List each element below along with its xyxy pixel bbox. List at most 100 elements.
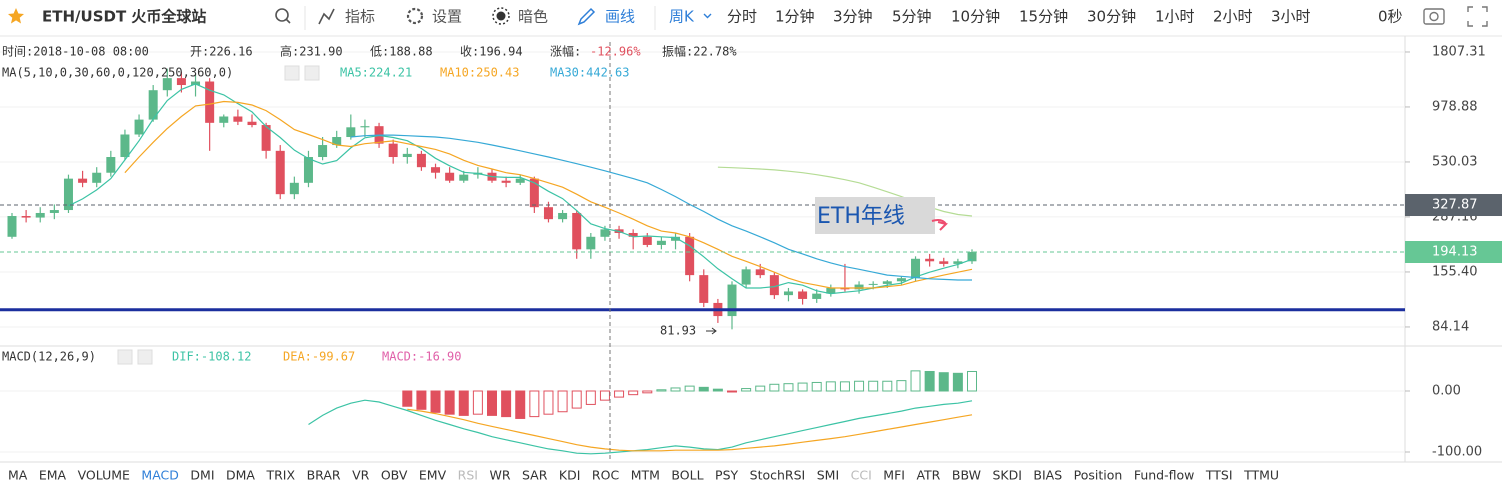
fullscreen-icon[interactable]	[1467, 6, 1488, 27]
candle-body	[628, 232, 638, 237]
candle-body	[600, 229, 610, 237]
candle-body	[233, 116, 243, 122]
indicator-tab[interactable]: EMV	[419, 468, 447, 480]
candle-body	[783, 291, 793, 296]
indicator-tab[interactable]: TTSI	[1205, 468, 1233, 480]
indicator-tab[interactable]: StochRSI	[750, 468, 806, 480]
macd-bar	[755, 385, 766, 392]
macd-bar	[952, 372, 963, 392]
price-marker-label: 194.13	[1432, 244, 1478, 259]
macd-bar	[444, 390, 455, 415]
macd-line	[308, 399, 973, 455]
y-tick-label: 1807.31	[1432, 44, 1486, 59]
y-tick-label: -100.00	[1432, 444, 1482, 459]
favorite-star[interactable]	[8, 8, 24, 24]
indicator-tab[interactable]: Fund-flow	[1134, 468, 1195, 480]
toolbar-button[interactable]: 画线	[577, 8, 635, 26]
indicator-tab[interactable]: WR	[489, 468, 510, 480]
close-toggle[interactable]	[304, 65, 320, 81]
indicator-tab[interactable]: EMA	[39, 468, 67, 480]
macd-bar	[882, 380, 893, 392]
interval-button[interactable]: 10分钟	[951, 8, 1000, 26]
settings-toggle[interactable]	[117, 349, 133, 365]
macd-bar	[783, 383, 794, 392]
period-select[interactable]: 周K	[669, 8, 695, 26]
indicator-tab[interactable]: SAR	[522, 468, 548, 480]
interval-button[interactable]: 1分钟	[775, 8, 815, 26]
candle-body	[261, 125, 271, 151]
indicator-tab[interactable]: TRIX	[265, 468, 295, 480]
indicator-tab[interactable]: KDJ	[559, 468, 581, 480]
camera-icon[interactable]	[1423, 8, 1445, 25]
legend-entry: DIF:-108.12	[172, 350, 251, 364]
indicator-tab[interactable]: Position	[1074, 468, 1123, 480]
candle-body	[840, 287, 850, 290]
candle-body	[812, 293, 822, 299]
indicator-tab[interactable]: DMI	[190, 468, 214, 480]
toolbar-button[interactable]: 指标	[318, 8, 375, 26]
indicator-tab[interactable]: CCI	[851, 468, 872, 480]
candle-body	[671, 236, 681, 241]
ui: ETH/USDT 火币全球站 指标 设置 暗色 画线 周K 分时 1分钟 3分钟 5分钟 10分钟…	[2, 6, 1502, 480]
macd-bar	[557, 390, 568, 413]
macd-bar	[628, 390, 639, 396]
close-toggle[interactable]	[137, 349, 153, 365]
interval-button[interactable]: 30分钟	[1087, 8, 1136, 26]
button-label: 画线	[605, 8, 635, 26]
candle-body	[925, 258, 935, 262]
indicator-tab[interactable]: BRAR	[307, 468, 341, 480]
macd-bar	[472, 390, 483, 415]
indicator-tab[interactable]: RSI	[458, 468, 478, 480]
interval-button[interactable]: 3分钟	[833, 8, 873, 26]
macd-bar	[571, 390, 582, 409]
indicator-tab[interactable]: MA	[8, 468, 28, 480]
toolbar-button[interactable]: 暗色	[492, 7, 548, 26]
legend-entry: MA30:442.63	[550, 66, 629, 80]
indicator-tab[interactable]: TTMU	[1243, 468, 1279, 480]
interval-button[interactable]: 分时	[727, 8, 757, 26]
settings-toggle[interactable]	[284, 65, 300, 81]
candle-body	[529, 178, 539, 208]
candle-body	[445, 172, 455, 181]
interval-button[interactable]: 2小时	[1213, 8, 1253, 26]
indicator-tab[interactable]: SKDJ	[992, 468, 1021, 480]
interval-button[interactable]: 5分钟	[892, 8, 932, 26]
indicator-tab[interactable]: BIAS	[1033, 468, 1062, 480]
y-tick-label: 84.14	[1432, 319, 1469, 334]
macd-bar	[797, 382, 808, 392]
indicator-tab[interactable]: DMA	[226, 468, 255, 480]
macd-bar	[967, 370, 977, 392]
candle-body	[755, 269, 765, 276]
indicator-tab[interactable]: VOLUME	[78, 468, 130, 480]
ma-line	[350, 134, 972, 281]
indicator-tab[interactable]: OBV	[381, 468, 408, 480]
indicator-tab[interactable]: MACD	[141, 468, 178, 480]
candle-body	[882, 281, 892, 284]
interval-button[interactable]: 15分钟	[1019, 8, 1068, 26]
toolbar-button[interactable]: 设置	[406, 8, 462, 26]
info-high: 高:231.90	[280, 44, 343, 59]
search-icon[interactable]	[275, 8, 291, 24]
grid	[0, 51, 1410, 453]
indicator-tab[interactable]: BBW	[952, 468, 981, 480]
indicator-tab[interactable]: SMI	[817, 468, 839, 480]
candle-body	[148, 90, 158, 120]
legend-title: MA(5,10,0,30,60,0,120,250,360,0)	[2, 66, 233, 80]
interval-button[interactable]: 1小时	[1155, 8, 1195, 26]
info-close: 收:196.94	[460, 45, 523, 59]
interval-button[interactable]: 3小时	[1271, 8, 1311, 26]
indicator-tab[interactable]: PSY	[715, 468, 738, 480]
macd-bar	[642, 390, 653, 394]
indicator-tab[interactable]: ROC	[592, 468, 620, 480]
candle-body	[402, 153, 412, 158]
macd-bar	[684, 385, 695, 392]
indicator-tab[interactable]: MTM	[631, 468, 660, 480]
indicator-tab[interactable]: ATR	[916, 468, 940, 480]
macd-bar	[402, 390, 413, 407]
indicator-tab[interactable]: VR	[352, 468, 370, 480]
legend-entry: MACD:-16.90	[382, 350, 461, 364]
macd-bar	[839, 381, 850, 392]
indicator-tab[interactable]: BOLL	[671, 468, 703, 480]
indicator-tab[interactable]: MFI	[883, 468, 905, 480]
macd-bar	[529, 390, 540, 418]
